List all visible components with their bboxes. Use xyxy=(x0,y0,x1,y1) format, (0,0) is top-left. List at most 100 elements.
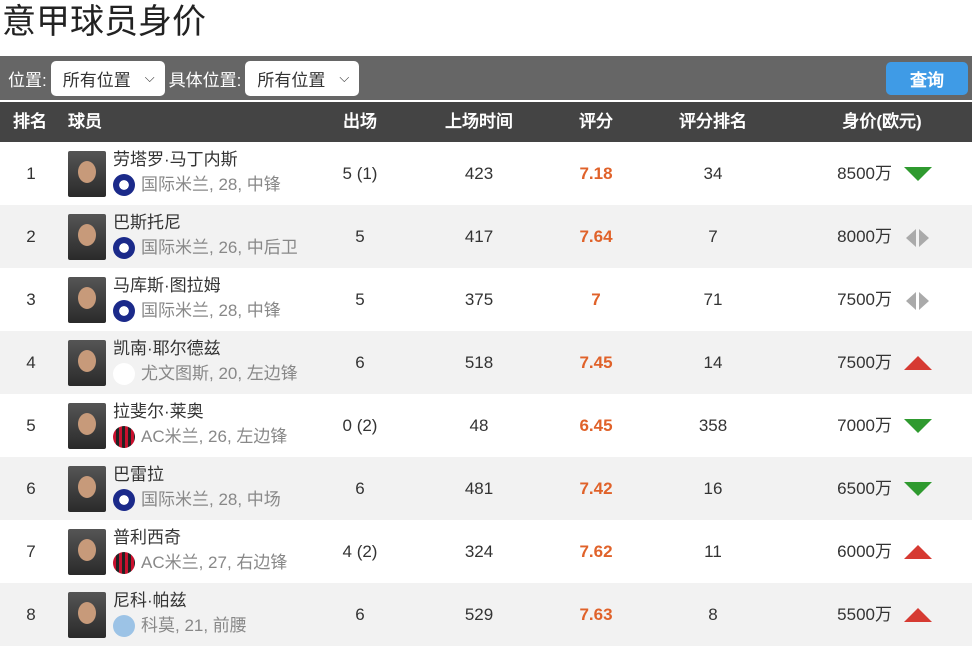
player-club-age-position: 国际米兰, 28, 中场 xyxy=(141,490,281,509)
player-photo[interactable] xyxy=(68,592,106,638)
detail-position-select[interactable]: 所有位置 ⌵ xyxy=(245,60,360,96)
player-name[interactable]: 普利西奇 xyxy=(113,528,181,547)
trend-flat-icon xyxy=(904,229,932,252)
table-row[interactable]: 1 劳塔罗·马丁内斯 国际米兰, 28, 中锋 5 (1) 423 7.18 34 8500万 xyxy=(0,142,972,205)
minutes: 48 xyxy=(469,416,489,435)
query-button[interactable]: 查询 xyxy=(886,62,968,95)
club-logo-icon xyxy=(113,426,135,448)
rating-rank: 34 xyxy=(703,164,723,183)
market-value: 8500万 xyxy=(837,164,892,183)
player-photo[interactable] xyxy=(68,340,106,386)
table-row[interactable]: 2 巴斯托尼 国际米兰, 26, 中后卫 5 417 7.64 7 8000万 xyxy=(0,205,972,268)
player-photo[interactable] xyxy=(68,214,106,260)
player-name[interactable]: 劳塔罗·马丁内斯 xyxy=(113,150,238,169)
player-name[interactable]: 拉斐尔·莱奥 xyxy=(113,402,204,421)
trend-down-icon xyxy=(904,167,932,181)
detail-position-value: 所有位置 xyxy=(257,70,326,90)
market-value: 8000万 xyxy=(837,227,892,246)
club-logo-icon xyxy=(113,363,135,385)
rating: 7.45 xyxy=(579,353,613,372)
rank: 6 xyxy=(26,479,36,498)
header-rating-rank[interactable]: 评分排名 xyxy=(679,112,747,131)
chevron-down-icon: ⌵ xyxy=(144,70,155,85)
minutes: 529 xyxy=(464,605,494,624)
rank: 4 xyxy=(26,353,36,372)
player-club-age-position: 尤文图斯, 20, 左边锋 xyxy=(141,364,298,383)
minutes: 375 xyxy=(464,290,494,309)
player-name[interactable]: 凯南·耶尔德兹 xyxy=(113,339,221,358)
chevron-down-icon: ⌵ xyxy=(339,70,350,85)
table-row[interactable]: 3 马库斯·图拉姆国际米兰, 28, 中锋 5 375 7 71 7500万 xyxy=(0,268,972,331)
appearances: 0 (2) xyxy=(342,416,378,435)
rank: 7 xyxy=(26,542,36,561)
player-info: 国际米兰, 28, 中场 xyxy=(113,489,281,511)
header-player[interactable]: 球员 xyxy=(68,112,102,131)
rating-rank: 16 xyxy=(703,479,723,498)
appearances: 5 xyxy=(355,227,365,246)
header-apps[interactable]: 出场 xyxy=(343,112,377,131)
player-name[interactable]: 巴雷拉 xyxy=(113,465,164,484)
market-value: 6500万 xyxy=(837,479,892,498)
position-select[interactable]: 所有位置 ⌵ xyxy=(50,60,165,96)
appearances: 5 (1) xyxy=(342,164,378,183)
appearances: 5 xyxy=(355,290,365,309)
table-row[interactable]: 4 凯南·耶尔德兹 尤文图斯, 20, 左边锋 6 518 7.45 14 7500万 xyxy=(0,331,972,394)
minutes: 423 xyxy=(464,164,494,183)
rating: 7.62 xyxy=(579,542,613,561)
rating: 6.45 xyxy=(579,416,613,435)
player-info: 国际米兰, 28, 中锋 xyxy=(113,174,281,196)
rating-rank: 358 xyxy=(698,416,728,435)
market-value: 5500万 xyxy=(837,605,892,624)
header-rating[interactable]: 评分 xyxy=(579,112,613,131)
player-photo[interactable] xyxy=(68,403,106,449)
club-logo-icon xyxy=(113,300,135,322)
player-photo[interactable] xyxy=(68,529,106,575)
position-value: 所有位置 xyxy=(62,70,131,90)
header-minutes[interactable]: 上场时间 xyxy=(445,112,513,131)
player-photo[interactable] xyxy=(68,466,106,512)
appearances: 6 xyxy=(355,479,365,498)
rating-rank: 11 xyxy=(704,542,722,561)
trend-down-icon xyxy=(904,166,932,186)
trend-up-icon xyxy=(904,607,932,627)
trend-down-icon xyxy=(904,418,932,438)
player-club-age-position: AC米兰, 27, 右边锋 xyxy=(141,553,288,572)
rank: 3 xyxy=(26,290,36,309)
market-value: 7500万 xyxy=(837,353,892,372)
table-row[interactable]: 5 拉斐尔·莱奥 AC米兰, 26, 左边锋 0 (2) 48 6.45 358 7000万 xyxy=(0,394,972,457)
club-logo-icon xyxy=(113,615,135,637)
player-info: AC米兰, 27, 右边锋 xyxy=(113,552,287,574)
player-club-age-position: 国际米兰, 26, 中后卫 xyxy=(141,238,298,257)
trend-up-icon xyxy=(904,544,932,564)
table-row[interactable]: 8 尼科·帕兹 科莫, 21, 前腰 6 529 7.63 8 5500万 xyxy=(0,583,972,646)
minutes: 518 xyxy=(464,353,494,372)
position-label: 位置: xyxy=(8,70,47,90)
rating: 7.42 xyxy=(579,479,613,498)
rating: 7.63 xyxy=(579,605,613,624)
player-info: 科莫, 21, 前腰 xyxy=(113,615,247,637)
rating: 7.64 xyxy=(579,227,613,246)
player-photo[interactable] xyxy=(68,277,106,323)
player-photo[interactable] xyxy=(68,151,106,197)
table-row[interactable]: 6 巴雷拉 国际米兰, 28, 中场 6 481 7.42 16 6500万 xyxy=(0,457,972,520)
player-name[interactable]: 马库斯·图拉姆 xyxy=(113,276,221,295)
trend-down-icon xyxy=(904,481,932,501)
header-value[interactable]: 身价(欧元) xyxy=(842,112,922,131)
player-name[interactable]: 巴斯托尼 xyxy=(113,213,181,232)
trend-up-icon xyxy=(904,545,932,559)
rating-rank: 71 xyxy=(703,290,723,309)
header-rank[interactable]: 排名 xyxy=(13,112,47,131)
market-value: 7000万 xyxy=(837,416,892,435)
page-title: 意甲球员身价 xyxy=(2,3,206,41)
player-club-age-position: 国际米兰, 28, 中锋 xyxy=(141,301,281,320)
market-value: 7500万 xyxy=(837,290,892,309)
rank: 1 xyxy=(26,164,36,183)
trend-up-icon xyxy=(904,356,932,370)
minutes: 324 xyxy=(464,542,494,561)
appearances: 6 xyxy=(355,353,365,372)
rank: 8 xyxy=(26,605,36,624)
club-logo-icon xyxy=(113,174,135,196)
player-name[interactable]: 尼科·帕兹 xyxy=(113,591,187,610)
rating: 7 xyxy=(591,290,601,309)
table-row[interactable]: 7 普利西奇 AC米兰, 27, 右边锋 4 (2) 324 7.62 11 6000万 xyxy=(0,520,972,583)
